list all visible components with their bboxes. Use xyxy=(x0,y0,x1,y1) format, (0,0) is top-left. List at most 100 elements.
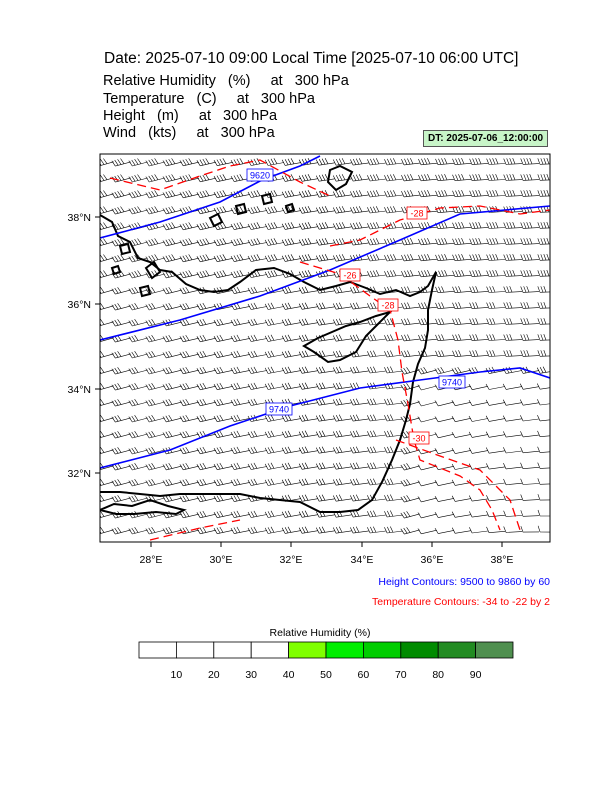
wind-barb xyxy=(264,478,284,486)
wind-barb xyxy=(503,350,523,357)
wind-barb xyxy=(537,430,550,437)
wind-barb xyxy=(332,302,352,310)
wind-barb xyxy=(145,399,165,407)
wind-barb xyxy=(401,189,421,198)
wind-barb xyxy=(315,190,335,198)
wind-barb xyxy=(537,285,550,293)
wind-barb xyxy=(315,414,335,422)
wind-barb xyxy=(486,510,506,518)
wind-barb xyxy=(162,238,182,247)
wind-barb xyxy=(298,190,318,198)
wind-barb xyxy=(486,237,506,245)
wind-barb xyxy=(520,302,540,309)
wind-barb xyxy=(213,366,233,374)
wind-barb xyxy=(503,286,523,293)
wind-barb xyxy=(332,254,352,262)
wind-barb xyxy=(401,350,421,358)
wind-barb xyxy=(537,173,550,181)
wind-barb xyxy=(162,302,182,311)
wind-barb xyxy=(537,269,550,277)
wind-barb xyxy=(281,222,301,230)
colorbar-box xyxy=(138,641,177,659)
wind-barb xyxy=(418,157,438,166)
wind-barb xyxy=(162,430,182,439)
wind-barb xyxy=(213,478,233,486)
height-contour-9620 xyxy=(100,155,321,239)
wind-barb xyxy=(367,398,386,406)
height-label-9740-b: 9740 xyxy=(438,375,466,389)
colorbar-tick-label: 60 xyxy=(357,669,370,681)
wind-barb xyxy=(537,237,550,245)
svg-text:-26: -26 xyxy=(343,271,356,281)
wind-barb xyxy=(503,253,523,261)
wind-barb xyxy=(298,222,318,230)
wind-barb xyxy=(332,286,352,294)
wind-barb xyxy=(469,269,489,277)
wind-barb xyxy=(145,238,165,247)
wind-barb xyxy=(213,206,233,214)
wind-barb xyxy=(196,318,216,327)
wind-barb xyxy=(384,478,403,486)
wind-barb xyxy=(469,157,489,165)
wind-barb xyxy=(213,302,233,310)
wind-barb xyxy=(384,366,403,374)
wind-barb xyxy=(111,174,131,183)
wind-barb xyxy=(179,350,199,359)
wind-barb xyxy=(196,382,216,391)
wind-barb xyxy=(128,190,148,199)
wind-barb xyxy=(485,415,505,422)
wind-barb xyxy=(281,286,301,294)
wind-barb xyxy=(111,158,131,167)
wind-barb xyxy=(468,447,488,454)
wind-barb xyxy=(247,366,267,374)
wind-barb xyxy=(418,269,438,278)
wind-barb xyxy=(162,366,182,375)
wind-barb xyxy=(264,318,284,326)
wind-barb xyxy=(298,526,318,534)
wind-barb xyxy=(435,269,455,277)
colorbar-box xyxy=(250,641,289,659)
wind-barb xyxy=(128,463,148,471)
wind-barb xyxy=(350,190,369,198)
wind-barb xyxy=(213,398,233,406)
wind-barb xyxy=(264,238,284,246)
wind-barb xyxy=(520,431,539,438)
colorbar-box xyxy=(437,641,477,659)
wind-barb xyxy=(503,221,523,229)
wind-barb xyxy=(502,415,522,422)
wind-barb xyxy=(281,526,301,534)
wind-barb xyxy=(418,173,438,182)
wind-barb xyxy=(469,286,489,293)
wind-barb xyxy=(315,158,335,166)
wind-barb xyxy=(100,222,114,231)
wind-barb xyxy=(486,302,506,309)
wind-barb xyxy=(384,254,403,262)
wind-barb xyxy=(520,462,540,469)
wind-barb xyxy=(298,206,318,214)
wind-barb xyxy=(417,496,437,503)
wind-barb xyxy=(247,318,267,326)
wind-barb xyxy=(350,286,369,294)
temp-contour-b xyxy=(329,205,550,247)
wind-barb xyxy=(298,318,318,326)
wind-barb xyxy=(350,494,369,502)
wind-barb xyxy=(196,302,216,311)
colorbar-tick-label: 90 xyxy=(469,669,482,681)
wind-barb xyxy=(111,303,131,311)
wind-barb xyxy=(128,527,148,535)
wind-barb xyxy=(145,447,165,455)
wind-barb xyxy=(486,221,506,229)
wind-barb xyxy=(128,399,148,407)
wind-barb xyxy=(145,383,165,391)
wind-barb xyxy=(468,384,488,390)
wind-barb xyxy=(281,318,301,326)
wind-barb xyxy=(100,351,114,359)
lon-tick-label: 28°E xyxy=(140,554,163,566)
wind-barb xyxy=(230,430,250,438)
axis-ticks xyxy=(95,216,503,547)
height-contour-9740 xyxy=(100,367,550,469)
wind-barb xyxy=(350,254,369,262)
wind-barb xyxy=(128,431,148,439)
wind-barb xyxy=(486,479,505,486)
wind-barb xyxy=(281,158,301,166)
